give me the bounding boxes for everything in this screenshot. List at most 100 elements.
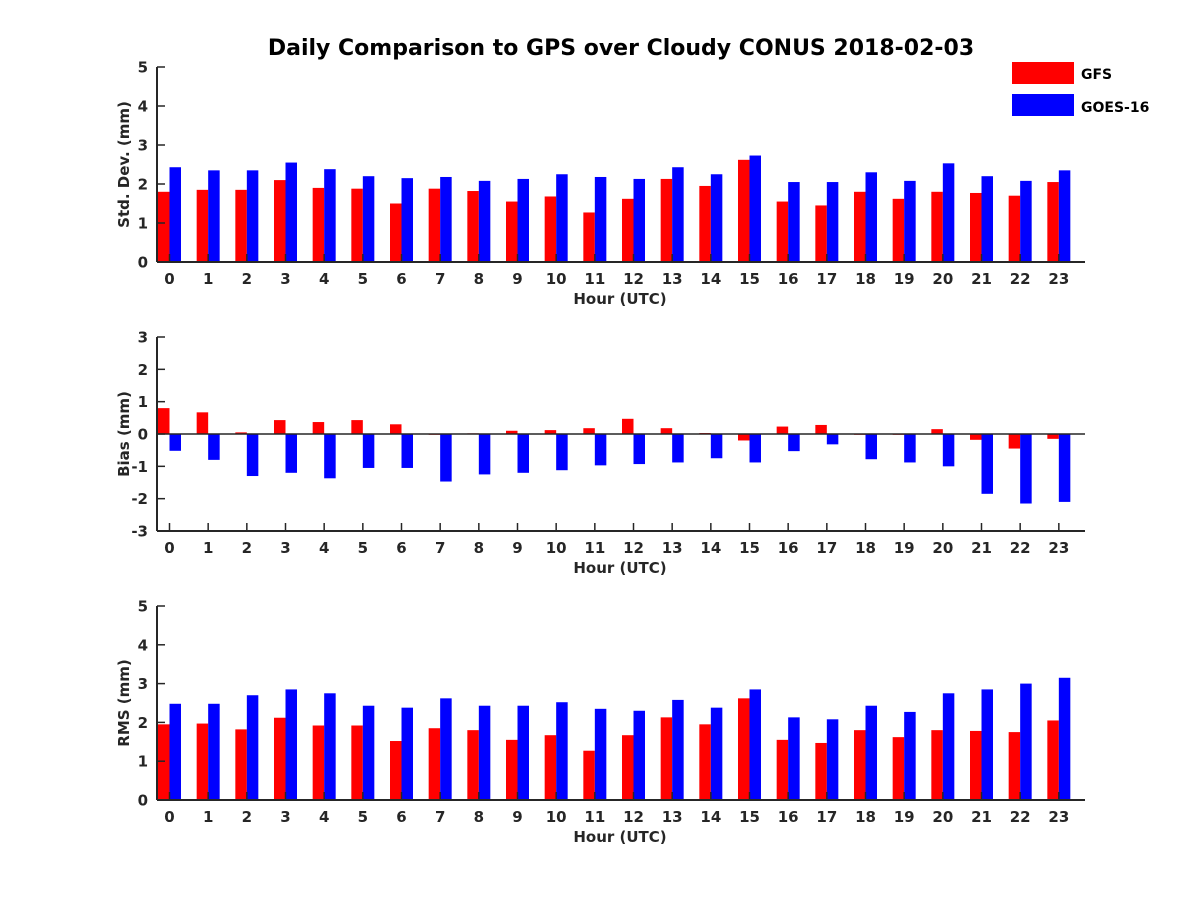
bar-goes-16-hour-13: [672, 699, 684, 800]
bar-gfs-hour-14: [699, 185, 711, 262]
x-tick-label: 17: [816, 808, 837, 826]
bar-gfs-hour-3: [274, 717, 286, 800]
bar-goes-16-hour-10: [556, 174, 568, 262]
y-tick-label: 0: [138, 254, 148, 272]
bar-gfs-hour-8: [467, 730, 479, 800]
y-tick-label: 1: [138, 393, 148, 411]
y-tick-label: 1: [138, 753, 148, 771]
y-tick-label: 2: [138, 361, 148, 379]
x-tick-label: 12: [623, 539, 644, 557]
bar-gfs-hour-21: [970, 730, 982, 800]
bar-goes-16-hour-11: [594, 434, 607, 466]
x-tick-label: 18: [855, 808, 876, 826]
bar-goes-16-hour-14: [710, 707, 723, 800]
x-tick-label: 6: [396, 270, 406, 288]
bar-goes-16-hour-21: [981, 434, 993, 494]
y-tick-label: 1: [138, 215, 148, 233]
bar-gfs-hour-5: [351, 420, 363, 434]
x-tick-label: 13: [662, 808, 683, 826]
bar-gfs-hour-13: [660, 428, 673, 434]
bar-gfs-hour-21: [970, 434, 982, 440]
x-tick-label: 8: [474, 808, 484, 826]
bar-gfs-hour-7: [428, 188, 441, 262]
bar-gfs-hour-15: [738, 159, 750, 262]
bar-goes-16-hour-20: [942, 163, 955, 262]
bar-gfs-hour-1: [196, 412, 209, 434]
x-tick-label: 13: [662, 270, 683, 288]
x-tick-label: 7: [435, 539, 445, 557]
y-tick-label: 0: [138, 426, 148, 444]
bar-goes-16-hour-7: [440, 176, 452, 262]
x-tick-label: 14: [700, 539, 721, 557]
x-tick-label: 10: [546, 539, 567, 557]
x-tick-label: 1: [203, 270, 213, 288]
bar-goes-16-hour-23: [1058, 434, 1071, 502]
x-tick-label: 23: [1048, 539, 1069, 557]
bar-gfs-hour-11: [583, 428, 595, 434]
x-axis-label: Hour (UTC): [573, 828, 666, 846]
bar-goes-16-hour-17: [826, 434, 839, 445]
bar-goes-16-hour-10: [556, 434, 568, 471]
bar-goes-16-hour-15: [749, 155, 761, 262]
bar-goes-16-hour-2: [246, 170, 259, 262]
legend-label-goes16: GOES-16: [1081, 100, 1149, 116]
bar-gfs-hour-12: [622, 198, 634, 262]
bar-gfs-hour-4: [312, 725, 325, 800]
x-tick-label: 8: [474, 270, 484, 288]
x-tick-label: 16: [778, 808, 799, 826]
x-tick-label: 5: [358, 539, 368, 557]
bar-goes-16-hour-21: [981, 176, 993, 262]
bar-goes-16-hour-22: [1020, 683, 1032, 800]
bar-gfs-hour-11: [583, 750, 595, 800]
bar-gfs-hour-1: [196, 723, 209, 800]
x-tick-label: 0: [164, 270, 174, 288]
x-axis-label: Hour (UTC): [573, 559, 666, 577]
y-axis-label: Bias (mm): [115, 391, 133, 477]
bar-goes-16-hour-5: [362, 434, 375, 468]
bar-gfs-hour-1: [196, 189, 209, 262]
bar-goes-16-hour-4: [324, 434, 336, 479]
bar-goes-16-hour-15: [749, 689, 761, 800]
x-tick-label: 10: [546, 808, 567, 826]
y-tick-label: -3: [131, 523, 148, 541]
x-tick-label: 2: [242, 270, 252, 288]
bar-goes-16-hour-12: [633, 710, 645, 800]
x-tick-label: 18: [855, 270, 876, 288]
bar-goes-16-hour-14: [710, 174, 723, 262]
x-tick-label: 20: [932, 808, 953, 826]
bar-goes-16-hour-17: [826, 719, 839, 800]
x-tick-label: 16: [778, 539, 799, 557]
bar-goes-16-hour-3: [285, 689, 297, 800]
bar-gfs-hour-6: [390, 741, 402, 800]
bar-goes-16-hour-18: [865, 172, 877, 262]
x-tick-label: 22: [1010, 808, 1031, 826]
bar-gfs-hour-20: [931, 429, 943, 434]
y-tick-label: 5: [138, 59, 148, 77]
x-tick-label: 11: [584, 270, 605, 288]
bar-goes-16-hour-10: [556, 702, 568, 800]
bar-goes-16-hour-11: [594, 176, 607, 262]
bar-gfs-hour-19: [892, 737, 905, 800]
bar-gfs-hour-0: [158, 408, 170, 434]
bar-goes-16-hour-14: [710, 434, 723, 459]
x-tick-label: 16: [778, 270, 799, 288]
bar-goes-16-hour-23: [1058, 170, 1071, 262]
x-tick-label: 6: [396, 808, 406, 826]
bar-gfs-hour-12: [622, 735, 634, 800]
legend-swatch-gfs: [1012, 62, 1074, 84]
x-axis-label: Hour (UTC): [573, 290, 666, 308]
x-tick-label: 4: [319, 808, 329, 826]
x-tick-label: 23: [1048, 808, 1069, 826]
x-tick-label: 2: [242, 808, 252, 826]
x-tick-label: 22: [1010, 539, 1031, 557]
bar-gfs-hour-9: [506, 739, 518, 800]
x-tick-label: 15: [739, 539, 760, 557]
bar-gfs-hour-12: [622, 418, 634, 434]
bar-gfs-hour-11: [583, 212, 595, 262]
y-tick-label: -1: [131, 458, 148, 476]
bar-gfs-hour-21: [970, 192, 982, 262]
bar-gfs-hour-0: [158, 724, 170, 800]
bar-goes-16-hour-22: [1020, 180, 1032, 262]
bar-goes-16-hour-17: [826, 182, 839, 262]
